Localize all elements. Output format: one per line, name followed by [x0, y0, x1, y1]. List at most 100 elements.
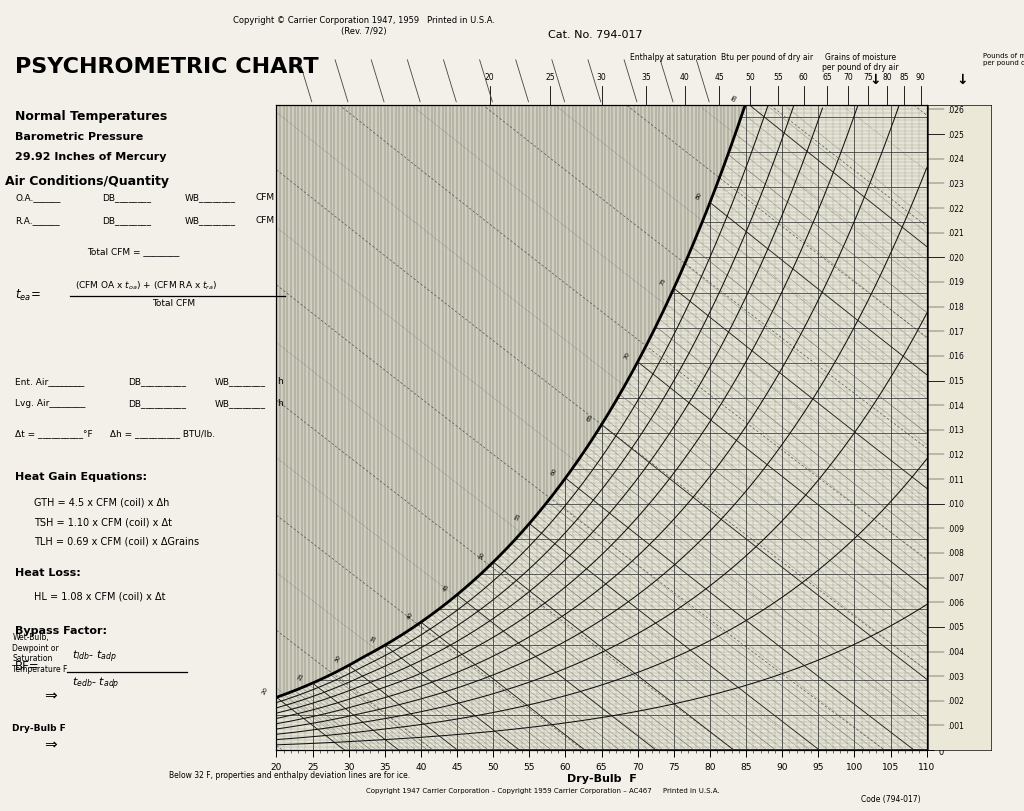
Text: ↓: ↓ [956, 73, 969, 87]
Text: Cat. No. 794-017: Cat. No. 794-017 [548, 30, 642, 40]
Text: Below 32 F, properties and enthalpy deviation lines are for ice.: Below 32 F, properties and enthalpy devi… [169, 770, 410, 779]
Text: DB__________: DB__________ [128, 398, 186, 407]
Text: .006: .006 [947, 598, 964, 607]
Text: Code (794-017): Code (794-017) [861, 794, 921, 803]
Text: BF=: BF= [15, 659, 40, 672]
Text: .001: .001 [947, 721, 964, 730]
Text: Copyright © Carrier Corporation 1947, 1959   Printed in U.S.A.
(Rev. 7/92): Copyright © Carrier Corporation 1947, 19… [232, 16, 495, 36]
Text: 20: 20 [261, 685, 269, 695]
Text: Air Conditions/Quantity: Air Conditions/Quantity [5, 174, 169, 187]
Text: .019: .019 [947, 278, 964, 287]
Text: .017: .017 [947, 328, 964, 337]
Text: ⇒: ⇒ [44, 688, 56, 702]
Text: Normal Temperatures: Normal Temperatures [15, 109, 168, 122]
Text: Grains of moisture
per pound of dry air: Grains of moisture per pound of dry air [822, 53, 898, 72]
Text: TSH = 1.10 x CFM (coil) x Δt: TSH = 1.10 x CFM (coil) x Δt [34, 517, 172, 526]
Text: .020: .020 [947, 254, 964, 263]
Text: .004: .004 [947, 647, 964, 656]
Text: 70: 70 [844, 73, 853, 82]
Text: 40: 40 [680, 73, 690, 82]
Text: 65: 65 [822, 73, 831, 82]
Text: $t_{ldb}$- $t_{adp}$: $t_{ldb}$- $t_{adp}$ [72, 648, 117, 664]
Text: 45: 45 [442, 583, 450, 592]
Text: .023: .023 [947, 180, 964, 189]
Text: DB__________: DB__________ [128, 376, 186, 385]
Text: $t_{ea}$=: $t_{ea}$= [15, 287, 41, 303]
Text: DB________: DB________ [102, 216, 152, 225]
Text: 29.92 Inches of Mercury: 29.92 Inches of Mercury [15, 152, 167, 161]
Text: 50: 50 [478, 551, 486, 560]
Text: 85: 85 [731, 93, 739, 103]
Text: .012: .012 [947, 450, 964, 459]
Text: Barometric Pressure: Barometric Pressure [15, 131, 143, 141]
Text: 45: 45 [715, 73, 724, 82]
Text: Heat Gain Equations:: Heat Gain Equations: [15, 471, 147, 481]
Text: 80: 80 [882, 73, 892, 82]
Text: 65: 65 [587, 413, 595, 423]
Text: Copyright 1947 Carrier Corporation – Copyright 1959 Carrier Corporation – AC467 : Copyright 1947 Carrier Corporation – Cop… [366, 787, 720, 793]
Text: 35: 35 [641, 73, 651, 82]
Text: Ent. Air________: Ent. Air________ [15, 376, 85, 385]
Text: ⇒: ⇒ [44, 736, 56, 751]
Text: .018: .018 [947, 303, 964, 311]
Text: 75: 75 [863, 73, 873, 82]
Text: .016: .016 [947, 352, 964, 361]
Text: 25: 25 [297, 672, 305, 680]
Text: .010: .010 [947, 500, 964, 508]
Text: $t_{edb}$- $t_{adp}$: $t_{edb}$- $t_{adp}$ [72, 675, 119, 691]
Text: .002: .002 [947, 697, 964, 706]
Text: CFM: CFM [256, 216, 275, 225]
Text: Δt = __________°F      Δh = __________ BTU/lb.: Δt = __________°F Δh = __________ BTU/lb… [15, 429, 215, 438]
Text: 40: 40 [406, 611, 414, 620]
Text: Heat Loss:: Heat Loss: [15, 567, 81, 577]
Text: 25: 25 [546, 73, 555, 82]
Text: Pounds of mo
per pound of d: Pounds of mo per pound of d [983, 53, 1024, 66]
Text: R.A.______: R.A.______ [15, 216, 60, 225]
Text: O.A.______: O.A.______ [15, 193, 60, 202]
Text: WB________: WB________ [215, 376, 266, 385]
Text: .014: .014 [947, 401, 964, 410]
Text: .009: .009 [947, 524, 964, 533]
Text: .008: .008 [947, 549, 964, 558]
Text: Enthalpy at saturation  Btu per pound of dry air: Enthalpy at saturation Btu per pound of … [630, 53, 813, 62]
Text: PSYCHROMETRIC CHART: PSYCHROMETRIC CHART [15, 57, 319, 77]
Text: WB________: WB________ [184, 193, 236, 202]
Text: Total CFM: Total CFM [153, 298, 196, 307]
Text: 30: 30 [597, 73, 606, 82]
Text: 55: 55 [514, 512, 522, 521]
Text: 80: 80 [695, 191, 702, 200]
Text: h: h [278, 398, 284, 407]
Text: 85: 85 [899, 73, 909, 82]
Text: .003: .003 [947, 672, 964, 681]
Text: CFM: CFM [256, 193, 275, 202]
Text: Dry-Bulb  F: Dry-Bulb F [566, 773, 637, 783]
Polygon shape [276, 0, 927, 697]
Text: 70: 70 [623, 350, 631, 359]
Text: .022: .022 [947, 204, 964, 213]
Text: 30: 30 [334, 654, 342, 663]
Text: Bypass Factor:: Bypass Factor: [15, 625, 108, 635]
Text: 90: 90 [915, 73, 926, 82]
Text: .007: .007 [947, 573, 964, 582]
Text: .013: .013 [947, 426, 964, 435]
Text: (CFM OA x $t_{oa}$) + (CFM RA x $t_{ra}$): (CFM OA x $t_{oa}$) + (CFM RA x $t_{ra}$… [75, 279, 217, 291]
Text: .024: .024 [947, 155, 964, 164]
Text: Total CFM = ________: Total CFM = ________ [87, 247, 179, 255]
Text: ↓: ↓ [869, 73, 882, 87]
Text: DB________: DB________ [102, 193, 152, 202]
Text: Wet-Bulb,
Dewpoint or
Saturation
Temperature F: Wet-Bulb, Dewpoint or Saturation Tempera… [12, 633, 68, 673]
Text: .005: .005 [947, 623, 964, 632]
Text: 60: 60 [799, 73, 809, 82]
Text: Dry-Bulb F: Dry-Bulb F [12, 723, 66, 732]
Text: HL = 1.08 x CFM (coil) x Δt: HL = 1.08 x CFM (coil) x Δt [34, 591, 165, 601]
Text: 50: 50 [745, 73, 755, 82]
Text: Lvg. Air________: Lvg. Air________ [15, 398, 86, 407]
Text: 35: 35 [370, 633, 378, 642]
Text: WB________: WB________ [215, 398, 266, 407]
Text: .021: .021 [947, 229, 964, 238]
Text: .026: .026 [947, 106, 964, 115]
Text: TLH = 0.69 x CFM (coil) x ΔGrains: TLH = 0.69 x CFM (coil) x ΔGrains [34, 536, 199, 546]
Text: .025: .025 [947, 131, 964, 139]
Text: 20: 20 [485, 73, 495, 82]
Text: WB________: WB________ [184, 216, 236, 225]
